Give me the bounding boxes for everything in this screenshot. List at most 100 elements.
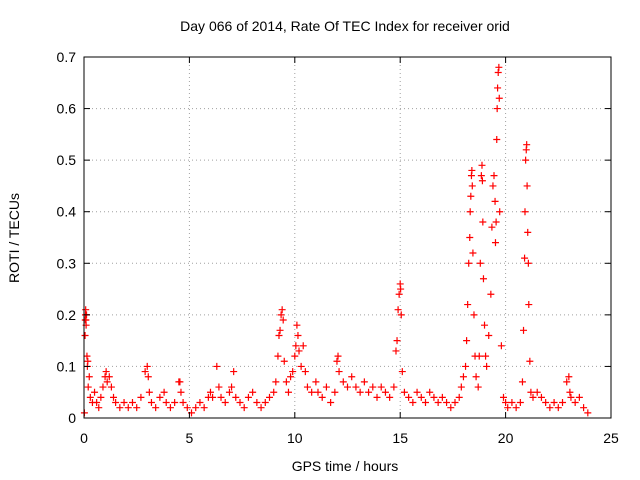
data-point	[292, 342, 300, 350]
data-point	[491, 239, 499, 247]
data-point	[413, 388, 421, 396]
data-point	[463, 337, 471, 345]
data-point	[566, 388, 574, 396]
data-point	[112, 399, 120, 407]
y-tick-label: 0.4	[57, 204, 77, 220]
data-point	[284, 388, 292, 396]
data-point	[381, 388, 389, 396]
data-point	[504, 404, 512, 412]
data-point	[466, 208, 474, 216]
data-point	[373, 393, 381, 401]
y-tick-label: 0.7	[57, 49, 77, 65]
data-point	[236, 399, 244, 407]
data-point	[417, 393, 425, 401]
data-point	[312, 378, 320, 386]
data-point	[426, 388, 434, 396]
data-point	[481, 321, 489, 329]
data-point	[249, 388, 257, 396]
data-point	[152, 404, 160, 412]
y-tick-label: 0.3	[57, 255, 77, 271]
data-point	[478, 161, 486, 169]
x-tick-label: 5	[186, 430, 194, 446]
data-point	[523, 141, 531, 149]
data-point	[527, 388, 535, 396]
data-point	[303, 383, 311, 391]
data-point	[466, 234, 474, 241]
data-point	[393, 337, 401, 345]
data-point	[455, 393, 463, 401]
data-point	[494, 84, 502, 92]
data-point	[451, 399, 459, 407]
data-point	[97, 393, 105, 401]
data-point	[392, 347, 400, 355]
data-point	[356, 388, 364, 396]
data-point	[571, 399, 579, 407]
data-point	[360, 378, 368, 386]
data-point	[116, 404, 124, 412]
data-point	[443, 399, 451, 407]
data-point	[479, 218, 487, 226]
data-point	[105, 373, 113, 381]
y-tick-label: 0	[68, 410, 76, 426]
x-tick-label: 20	[498, 430, 514, 446]
data-point	[520, 326, 528, 334]
data-point	[183, 404, 191, 412]
data-point	[522, 156, 530, 164]
data-point	[482, 352, 490, 360]
data-point	[200, 404, 208, 412]
data-point	[521, 208, 529, 216]
data-point	[529, 393, 537, 401]
data-point	[102, 368, 110, 376]
data-point	[145, 388, 153, 396]
data-point	[85, 373, 93, 381]
x-tick-label: 15	[392, 430, 408, 446]
data-point	[526, 357, 534, 365]
data-point	[84, 357, 92, 365]
y-tick-label: 0.1	[57, 358, 77, 374]
data-point	[386, 393, 394, 401]
data-point	[495, 94, 503, 102]
data-point	[93, 399, 101, 407]
axis-ticks	[83, 56, 612, 419]
data-point	[479, 275, 487, 283]
data-point	[322, 383, 330, 391]
data-point	[499, 393, 507, 401]
data-point	[177, 388, 185, 396]
data-point	[495, 63, 503, 71]
data-point	[565, 373, 573, 381]
data-point	[240, 404, 248, 412]
data-point	[438, 393, 446, 401]
x-tick-label: 10	[287, 430, 303, 446]
data-point	[128, 399, 136, 407]
data-point	[487, 290, 495, 298]
data-point	[521, 254, 529, 262]
data-point	[228, 383, 236, 391]
data-point	[476, 259, 484, 267]
data-point	[546, 404, 554, 412]
data-point	[488, 223, 496, 231]
data-point	[395, 290, 403, 298]
grid-lines	[84, 57, 611, 418]
data-point	[133, 404, 141, 412]
data-point	[103, 378, 111, 386]
data-point	[474, 383, 482, 391]
data-point	[331, 388, 339, 396]
data-point	[490, 172, 498, 180]
data-point	[398, 368, 406, 376]
data-point	[537, 393, 545, 401]
data-point	[489, 182, 497, 190]
data-point	[457, 383, 465, 391]
data-point	[492, 218, 500, 226]
data-point	[491, 197, 499, 205]
data-point	[160, 388, 168, 396]
data-point	[508, 399, 516, 407]
data-point	[120, 399, 128, 407]
data-point	[496, 208, 504, 216]
data-point	[333, 357, 341, 365]
data-point	[524, 259, 532, 267]
data-point	[318, 393, 326, 401]
data-point	[334, 352, 342, 360]
data-point	[465, 259, 473, 267]
data-point	[144, 373, 152, 381]
